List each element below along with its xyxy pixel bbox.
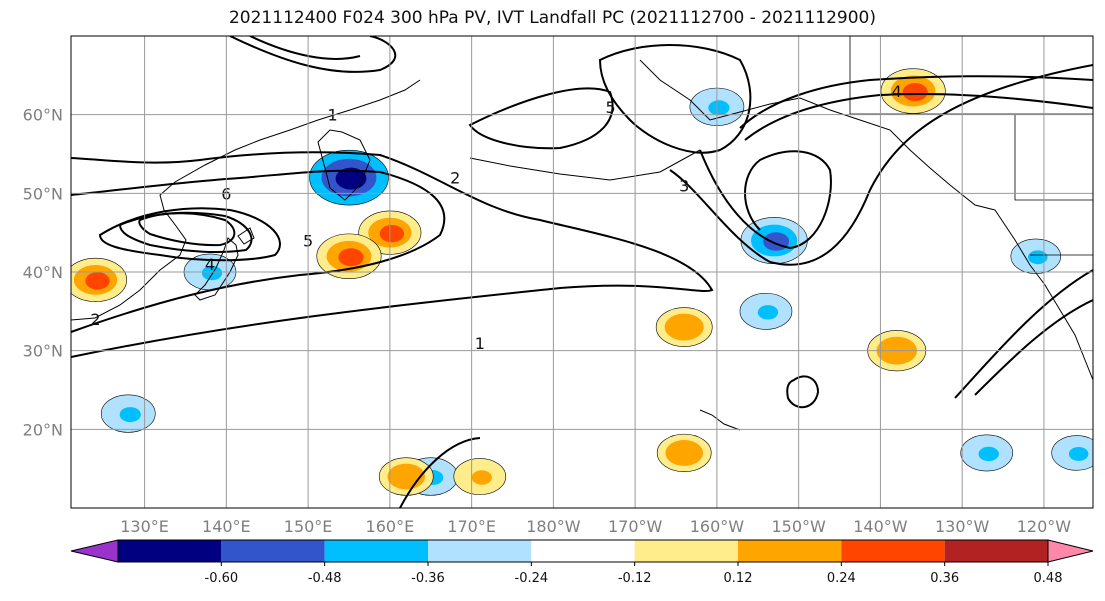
lon-tick-label: 150°W [771, 517, 826, 536]
colorbar-tick-label: 0.24 [827, 571, 856, 586]
lat-tick-label: 30°N [23, 342, 63, 361]
colorbar: -0.60 -0.48 -0.36 -0.24 -0.12 0.12 0.24 0.36 0.4… [70, 539, 1094, 586]
coastline-kamchatka [317, 129, 371, 201]
ivt-anomaly-patch-core [335, 167, 367, 190]
ivt-anomaly-patch-core [1068, 446, 1089, 461]
ivt-anomaly-patch-core [1028, 250, 1048, 265]
border-canada [849, 36, 1093, 256]
pv-contour-label: 2 [450, 169, 460, 188]
lon-tick-label: 120°W [1017, 517, 1072, 536]
colorbar-extend-low [70, 539, 119, 563]
ivt-anomaly-patch-core [708, 100, 730, 116]
colorbar-tick-label: 0.12 [724, 571, 753, 586]
lon-tick-label: 140°W [853, 517, 908, 536]
colorbar-segment [531, 540, 635, 562]
lon-tick-label: 160°W [690, 517, 745, 536]
coastline-asia [71, 79, 421, 321]
lat-tick-label: 50°N [23, 184, 63, 203]
colorbar-segment [841, 540, 945, 562]
colorbar-tick-label: -0.12 [618, 571, 652, 586]
ivt-anomaly-patch-core [675, 446, 697, 462]
lat-tick-label: 60°N [23, 106, 63, 125]
pv-contour-label: 5 [606, 98, 616, 117]
coastline-hawaii [699, 409, 741, 431]
lon-tick-label: 140°E [202, 517, 251, 536]
lon-tick-label: 150°E [284, 517, 333, 536]
coastline-layer [71, 36, 1093, 431]
pv-contour-label: 4 [892, 82, 902, 101]
coastline-japan [194, 237, 239, 301]
ivt-anomaly-patch-core [85, 272, 110, 290]
colorbar-segment [428, 540, 532, 562]
colorbar-tick-label: 0.36 [930, 571, 959, 586]
coastline-hokkaido [237, 227, 255, 245]
ivt-anomaly-patch-core [201, 265, 223, 281]
pv-contour-layer [71, 36, 1093, 508]
ivt-anomaly-patch-core [471, 470, 492, 485]
graticule [71, 36, 1093, 508]
colorbar-tick-label: -0.36 [411, 571, 445, 586]
ivt-anomaly-patch-core [978, 446, 999, 462]
pv-contour-label: 1 [475, 334, 485, 353]
coastline-alaska [639, 59, 996, 211]
plot-frame [70, 35, 1094, 509]
colorbar-tick-label: -0.48 [308, 571, 342, 586]
ivt-anomaly-patch-core [675, 320, 698, 336]
colorbar-segment [944, 540, 1048, 562]
colorbar-tick-label: -0.60 [205, 571, 239, 586]
colorbar-frame [117, 539, 1049, 563]
lon-tick-label: 130°E [120, 517, 169, 536]
coastline-aleutians [469, 149, 701, 181]
ivt-anomaly-patch-core [763, 232, 790, 251]
lon-tick-label: 130°W [935, 517, 990, 536]
lon-tick-label: 180°W [526, 517, 581, 536]
colorbar-segment [324, 540, 428, 562]
ivt-anomaly-patch-core [379, 224, 405, 243]
ivt-anomaly-patch-core [757, 305, 779, 320]
colorbar-segment [738, 540, 842, 562]
ivt-anomaly-patch-core [338, 248, 364, 267]
ivt-anomaly-patch-core [887, 343, 911, 360]
colorbar-tick-label: 0.48 [1034, 571, 1063, 586]
ivt-anomaly-patch-core [119, 407, 141, 423]
latitude-axis-labels: 60°N 50°N 40°N 30°N 20°N [23, 106, 63, 440]
ivt-anomaly-patch-core [902, 83, 928, 102]
coastline-west-na [994, 209, 1093, 381]
lon-tick-label: 170°W [608, 517, 663, 536]
lon-tick-label: 160°E [366, 517, 415, 536]
ivt-anomaly-patch-core [397, 470, 419, 486]
lat-tick-label: 40°N [23, 263, 63, 282]
longitude-axis-labels: 130°E 140°E 150°E 160°E 170°E 180°W 170°W 160°W… [120, 517, 1071, 536]
map-title: 2021112400 F024 300 hPa PV, IVT Landfall… [228, 8, 876, 28]
pv-contour-label: 2 [90, 310, 100, 329]
colorbar-segment [221, 540, 325, 562]
lon-tick-label: 170°E [447, 517, 496, 536]
colorbar-tick-label: -0.24 [515, 571, 549, 586]
pv-contour-label: 3 [679, 176, 689, 195]
colorbar-segment [118, 540, 222, 562]
pv-contour-label: 4 [205, 255, 215, 274]
lat-tick-label: 20°N [23, 420, 63, 439]
colorbar-segment [634, 540, 738, 562]
colorbar-extend-high [1047, 539, 1094, 563]
